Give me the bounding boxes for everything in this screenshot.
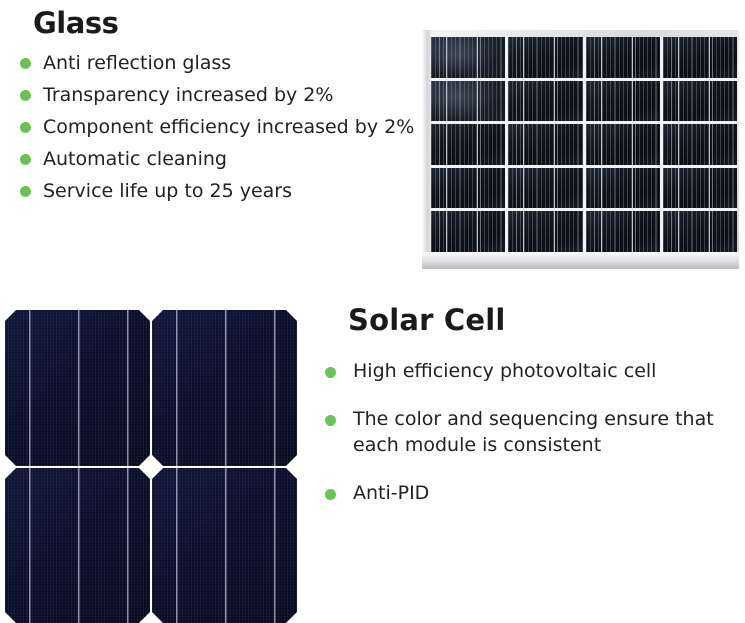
panel-left-rail <box>422 30 431 269</box>
list-item-label: The color and sequencing ensure that eac… <box>353 408 714 456</box>
glass-heading: Glass <box>33 6 119 40</box>
mono-solar-cell <box>5 310 150 466</box>
panel-cell <box>662 211 737 252</box>
list-item-label: Anti reflection glass <box>43 52 232 74</box>
list-item: Anti-PID <box>325 480 725 506</box>
panel-cell <box>585 211 660 252</box>
cell-chamfer <box>138 453 150 466</box>
list-item: Service life up to 25 years <box>20 178 415 204</box>
mono-solar-cell <box>152 467 297 623</box>
panel-cell <box>431 124 506 165</box>
panel-cell <box>508 37 583 78</box>
panel-cell <box>585 37 660 78</box>
bullet-dot-icon <box>325 367 336 378</box>
list-item-label: Service life up to 25 years <box>43 180 292 202</box>
cell-chamfer <box>138 467 150 480</box>
list-item: The color and sequencing ensure that eac… <box>325 406 725 458</box>
solar-cell-heading: Solar Cell <box>348 303 506 337</box>
cell-chamfer <box>5 611 17 623</box>
list-item-label: Component efficiency increased by 2% <box>43 116 415 138</box>
panel-cell <box>662 37 737 78</box>
list-item-label: Transparency increased by 2% <box>43 84 334 106</box>
panel-cell <box>662 167 737 209</box>
bullet-dot-icon <box>20 90 31 101</box>
glass-feature-list: Anti reflection glass Transparency incre… <box>20 50 415 204</box>
panel-cell <box>662 80 737 122</box>
panel-cell <box>431 37 506 78</box>
cell-chamfer <box>5 467 17 480</box>
cell-chamfer <box>152 453 164 466</box>
solar-panel-photo <box>422 30 739 269</box>
bullet-dot-icon <box>20 154 31 165</box>
list-item: Automatic cleaning <box>20 146 415 172</box>
solar-cell-section: Solar Cell High efficiency photovoltaic … <box>325 303 740 528</box>
list-item-label: Automatic cleaning <box>43 148 227 170</box>
panel-cell <box>508 80 583 122</box>
panel-cell <box>431 80 506 122</box>
solar-cell-feature-list: High efficiency photovoltaic cell The co… <box>325 358 725 506</box>
cell-chamfer <box>5 453 17 466</box>
panel-cell <box>508 211 583 252</box>
panel-cell <box>431 211 506 252</box>
bullet-dot-icon <box>325 415 336 426</box>
panel-cell <box>585 80 660 122</box>
panel-cell <box>508 167 583 209</box>
panel-cell <box>585 167 660 209</box>
list-item: High efficiency photovoltaic cell <box>325 358 725 384</box>
panel-cell <box>585 124 660 165</box>
cell-chamfer <box>152 611 164 623</box>
bullet-dot-icon <box>325 489 336 500</box>
panel-bottom-rail <box>422 252 739 269</box>
cell-chamfer <box>152 310 164 322</box>
panel-cell-area <box>431 37 737 252</box>
list-item-label: High efficiency photovoltaic cell <box>353 360 657 382</box>
list-item: Component efficiency increased by 2% <box>20 114 415 140</box>
glass-section: Glass Anti reflection glass Transparency… <box>20 6 428 210</box>
cell-chamfer <box>285 611 297 623</box>
list-item: Transparency increased by 2% <box>20 82 415 108</box>
panel-cell-grid <box>431 37 737 252</box>
bullet-dot-icon <box>20 186 31 197</box>
cell-chamfer <box>138 611 150 623</box>
cell-chamfer <box>285 467 297 480</box>
mono-solar-cell <box>152 310 297 466</box>
panel-cell <box>508 124 583 165</box>
cell-chamfer <box>285 453 297 466</box>
list-item-label: Anti-PID <box>353 482 430 504</box>
cell-chamfer <box>138 310 150 322</box>
bullet-dot-icon <box>20 58 31 69</box>
cell-chamfer <box>152 467 164 480</box>
solar-cells-photo <box>5 310 297 623</box>
cell-chamfer <box>5 310 17 322</box>
cell-chamfer <box>285 310 297 322</box>
list-item: Anti reflection glass <box>20 50 415 76</box>
panel-cell <box>431 167 506 209</box>
mono-solar-cell <box>5 467 150 623</box>
bullet-dot-icon <box>20 122 31 133</box>
panel-cell <box>662 124 737 165</box>
